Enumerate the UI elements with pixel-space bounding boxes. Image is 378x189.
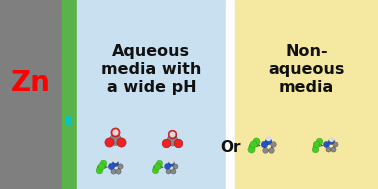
Text: Non-
aqueous
media: Non- aqueous media [268,44,345,95]
Bar [77,0,226,189]
Text: SEI: SEI [67,113,73,125]
Bar [235,0,378,189]
Text: Or: Or [220,140,241,155]
Text: Zn: Zn [11,69,51,97]
Text: Aqueous
media with
a wide pH: Aqueous media with a wide pH [101,44,201,95]
Bar [62,0,77,189]
Bar [226,0,235,189]
Bar [0,0,62,189]
